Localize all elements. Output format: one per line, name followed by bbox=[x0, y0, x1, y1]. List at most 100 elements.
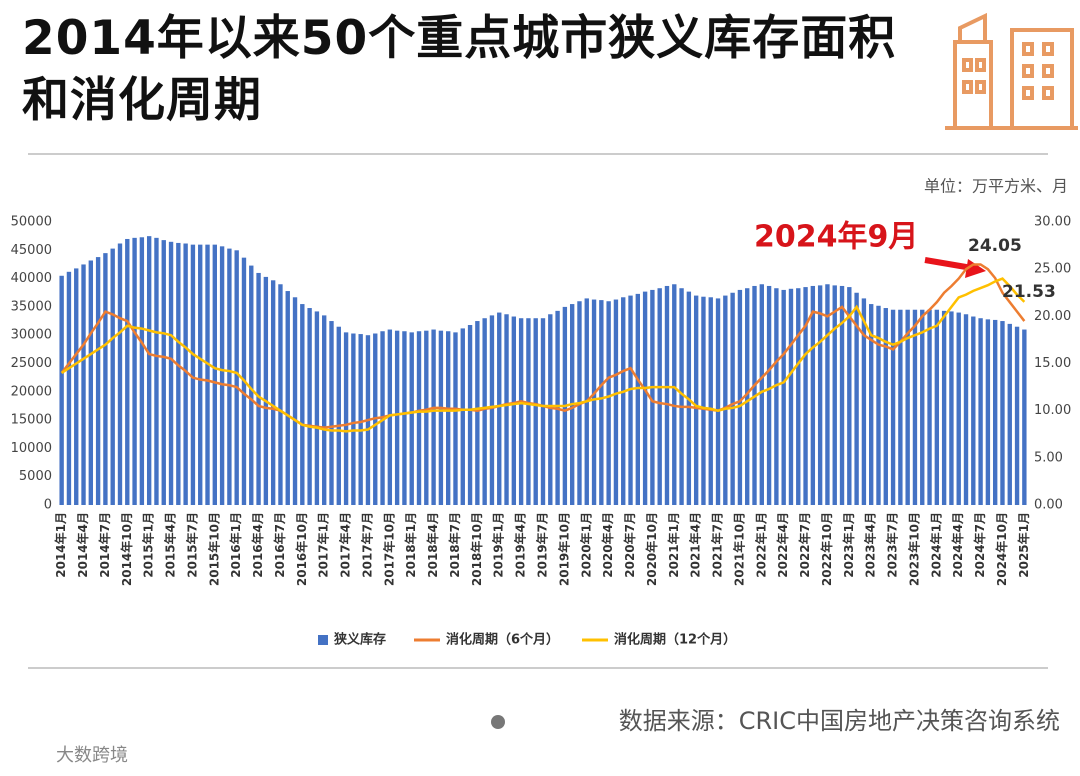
bar bbox=[861, 298, 867, 505]
bar bbox=[606, 301, 611, 505]
x-tick-label: 2016年4月 bbox=[250, 512, 265, 578]
bar bbox=[533, 318, 538, 505]
bar bbox=[920, 309, 925, 505]
legend-swatch bbox=[318, 635, 328, 645]
bar bbox=[548, 314, 553, 505]
x-tick-label: 2020年4月 bbox=[600, 512, 615, 578]
y2-tick-label: 5.00 bbox=[1034, 450, 1063, 465]
bar bbox=[817, 285, 823, 505]
x-tick-label: 2016年7月 bbox=[272, 512, 287, 578]
x-tick-label: 2014年10月 bbox=[119, 512, 134, 586]
annotation: 2024年9月 bbox=[754, 220, 918, 255]
building-icon bbox=[945, 12, 1078, 130]
bar bbox=[351, 333, 356, 505]
arrow bbox=[924, 257, 973, 271]
watermark: 大数跨境 bbox=[56, 745, 128, 766]
bar bbox=[59, 275, 64, 505]
bar bbox=[635, 293, 640, 505]
bar bbox=[343, 332, 349, 505]
bar bbox=[110, 248, 115, 506]
bar bbox=[796, 288, 801, 505]
x-tick-label: 2022年1月 bbox=[753, 512, 768, 578]
bar bbox=[869, 304, 874, 505]
x-tick-label: 2014年7月 bbox=[97, 512, 112, 578]
bar bbox=[117, 243, 123, 505]
x-tick-label: 2024年4月 bbox=[950, 512, 965, 578]
bar bbox=[125, 238, 130, 506]
bar bbox=[540, 318, 546, 505]
bar bbox=[941, 310, 947, 505]
bar bbox=[263, 276, 269, 505]
y-tick-label: 0 bbox=[44, 498, 52, 513]
bar bbox=[183, 243, 188, 505]
y-tick-label: 10000 bbox=[11, 441, 52, 456]
bar bbox=[774, 288, 779, 505]
bar bbox=[132, 237, 137, 505]
bar bbox=[628, 295, 633, 505]
bar bbox=[168, 241, 174, 505]
bar bbox=[212, 244, 217, 505]
bar bbox=[839, 285, 845, 505]
x-tick-label: 2019年7月 bbox=[535, 512, 550, 578]
bar bbox=[431, 329, 436, 505]
x-tick-label: 2018年4月 bbox=[425, 512, 440, 578]
bar bbox=[511, 316, 517, 505]
y2-tick-label: 15.00 bbox=[1034, 356, 1071, 371]
unit-label: 单位：万平方米、月 bbox=[924, 177, 1068, 196]
bar bbox=[446, 331, 451, 505]
x-tick-label: 2016年10月 bbox=[294, 512, 309, 586]
x-tick-label: 2024年7月 bbox=[972, 512, 987, 578]
bar bbox=[934, 309, 940, 505]
x-tick-label: 2024年1月 bbox=[928, 512, 943, 578]
bar bbox=[249, 265, 254, 505]
bar bbox=[497, 312, 502, 505]
x-tick-label: 2021年7月 bbox=[710, 512, 725, 578]
bar bbox=[883, 308, 888, 505]
x-tick-label: 2018年7月 bbox=[447, 512, 462, 578]
bar bbox=[854, 292, 859, 505]
x-tick-label: 2017年10月 bbox=[381, 512, 396, 586]
bar bbox=[74, 268, 79, 505]
bar bbox=[708, 297, 713, 505]
bar bbox=[409, 332, 414, 505]
bar bbox=[322, 315, 327, 505]
x-tick-label: 2022年4月 bbox=[775, 512, 790, 578]
x-tick-label: 2016年1月 bbox=[228, 512, 243, 578]
bar bbox=[190, 244, 196, 505]
bar bbox=[402, 331, 407, 505]
title: 2014年以来50个重点城市狭义库存面积和消化周期 bbox=[22, 11, 897, 128]
y2-tick-label: 25.00 bbox=[1034, 262, 1071, 277]
bar bbox=[745, 288, 750, 505]
bar bbox=[66, 271, 72, 505]
x-tick-label: 2023年10月 bbox=[906, 512, 921, 586]
bar bbox=[963, 314, 969, 505]
y2-tick-label: 0.00 bbox=[1034, 498, 1063, 513]
x-tick-label: 2020年7月 bbox=[622, 512, 637, 578]
y-tick-label: 45000 bbox=[11, 243, 52, 258]
bar bbox=[453, 332, 458, 505]
bar bbox=[518, 318, 524, 505]
bar bbox=[876, 305, 881, 505]
bar bbox=[161, 240, 166, 505]
bar bbox=[905, 309, 910, 505]
bar bbox=[657, 288, 662, 505]
x-tick-label: 2018年10月 bbox=[469, 512, 484, 586]
x-tick-label: 2022年10月 bbox=[819, 512, 834, 586]
y-tick-label: 40000 bbox=[11, 271, 52, 286]
x-tick-label: 2014年1月 bbox=[53, 512, 68, 578]
bar bbox=[613, 299, 619, 505]
y-tick-label: 15000 bbox=[11, 413, 52, 428]
x-tick-label: 2015年1月 bbox=[141, 512, 156, 578]
bar bbox=[701, 296, 706, 505]
legend-label: 狭义库存 bbox=[333, 632, 386, 648]
x-tick-label: 2019年1月 bbox=[491, 512, 506, 578]
bar bbox=[1007, 323, 1012, 505]
bar bbox=[88, 260, 94, 505]
bar bbox=[81, 264, 86, 505]
y2-tick-label: 10.00 bbox=[1034, 403, 1071, 418]
bar bbox=[95, 257, 101, 505]
bar bbox=[489, 315, 495, 505]
bar bbox=[715, 298, 721, 505]
bar bbox=[927, 309, 932, 505]
